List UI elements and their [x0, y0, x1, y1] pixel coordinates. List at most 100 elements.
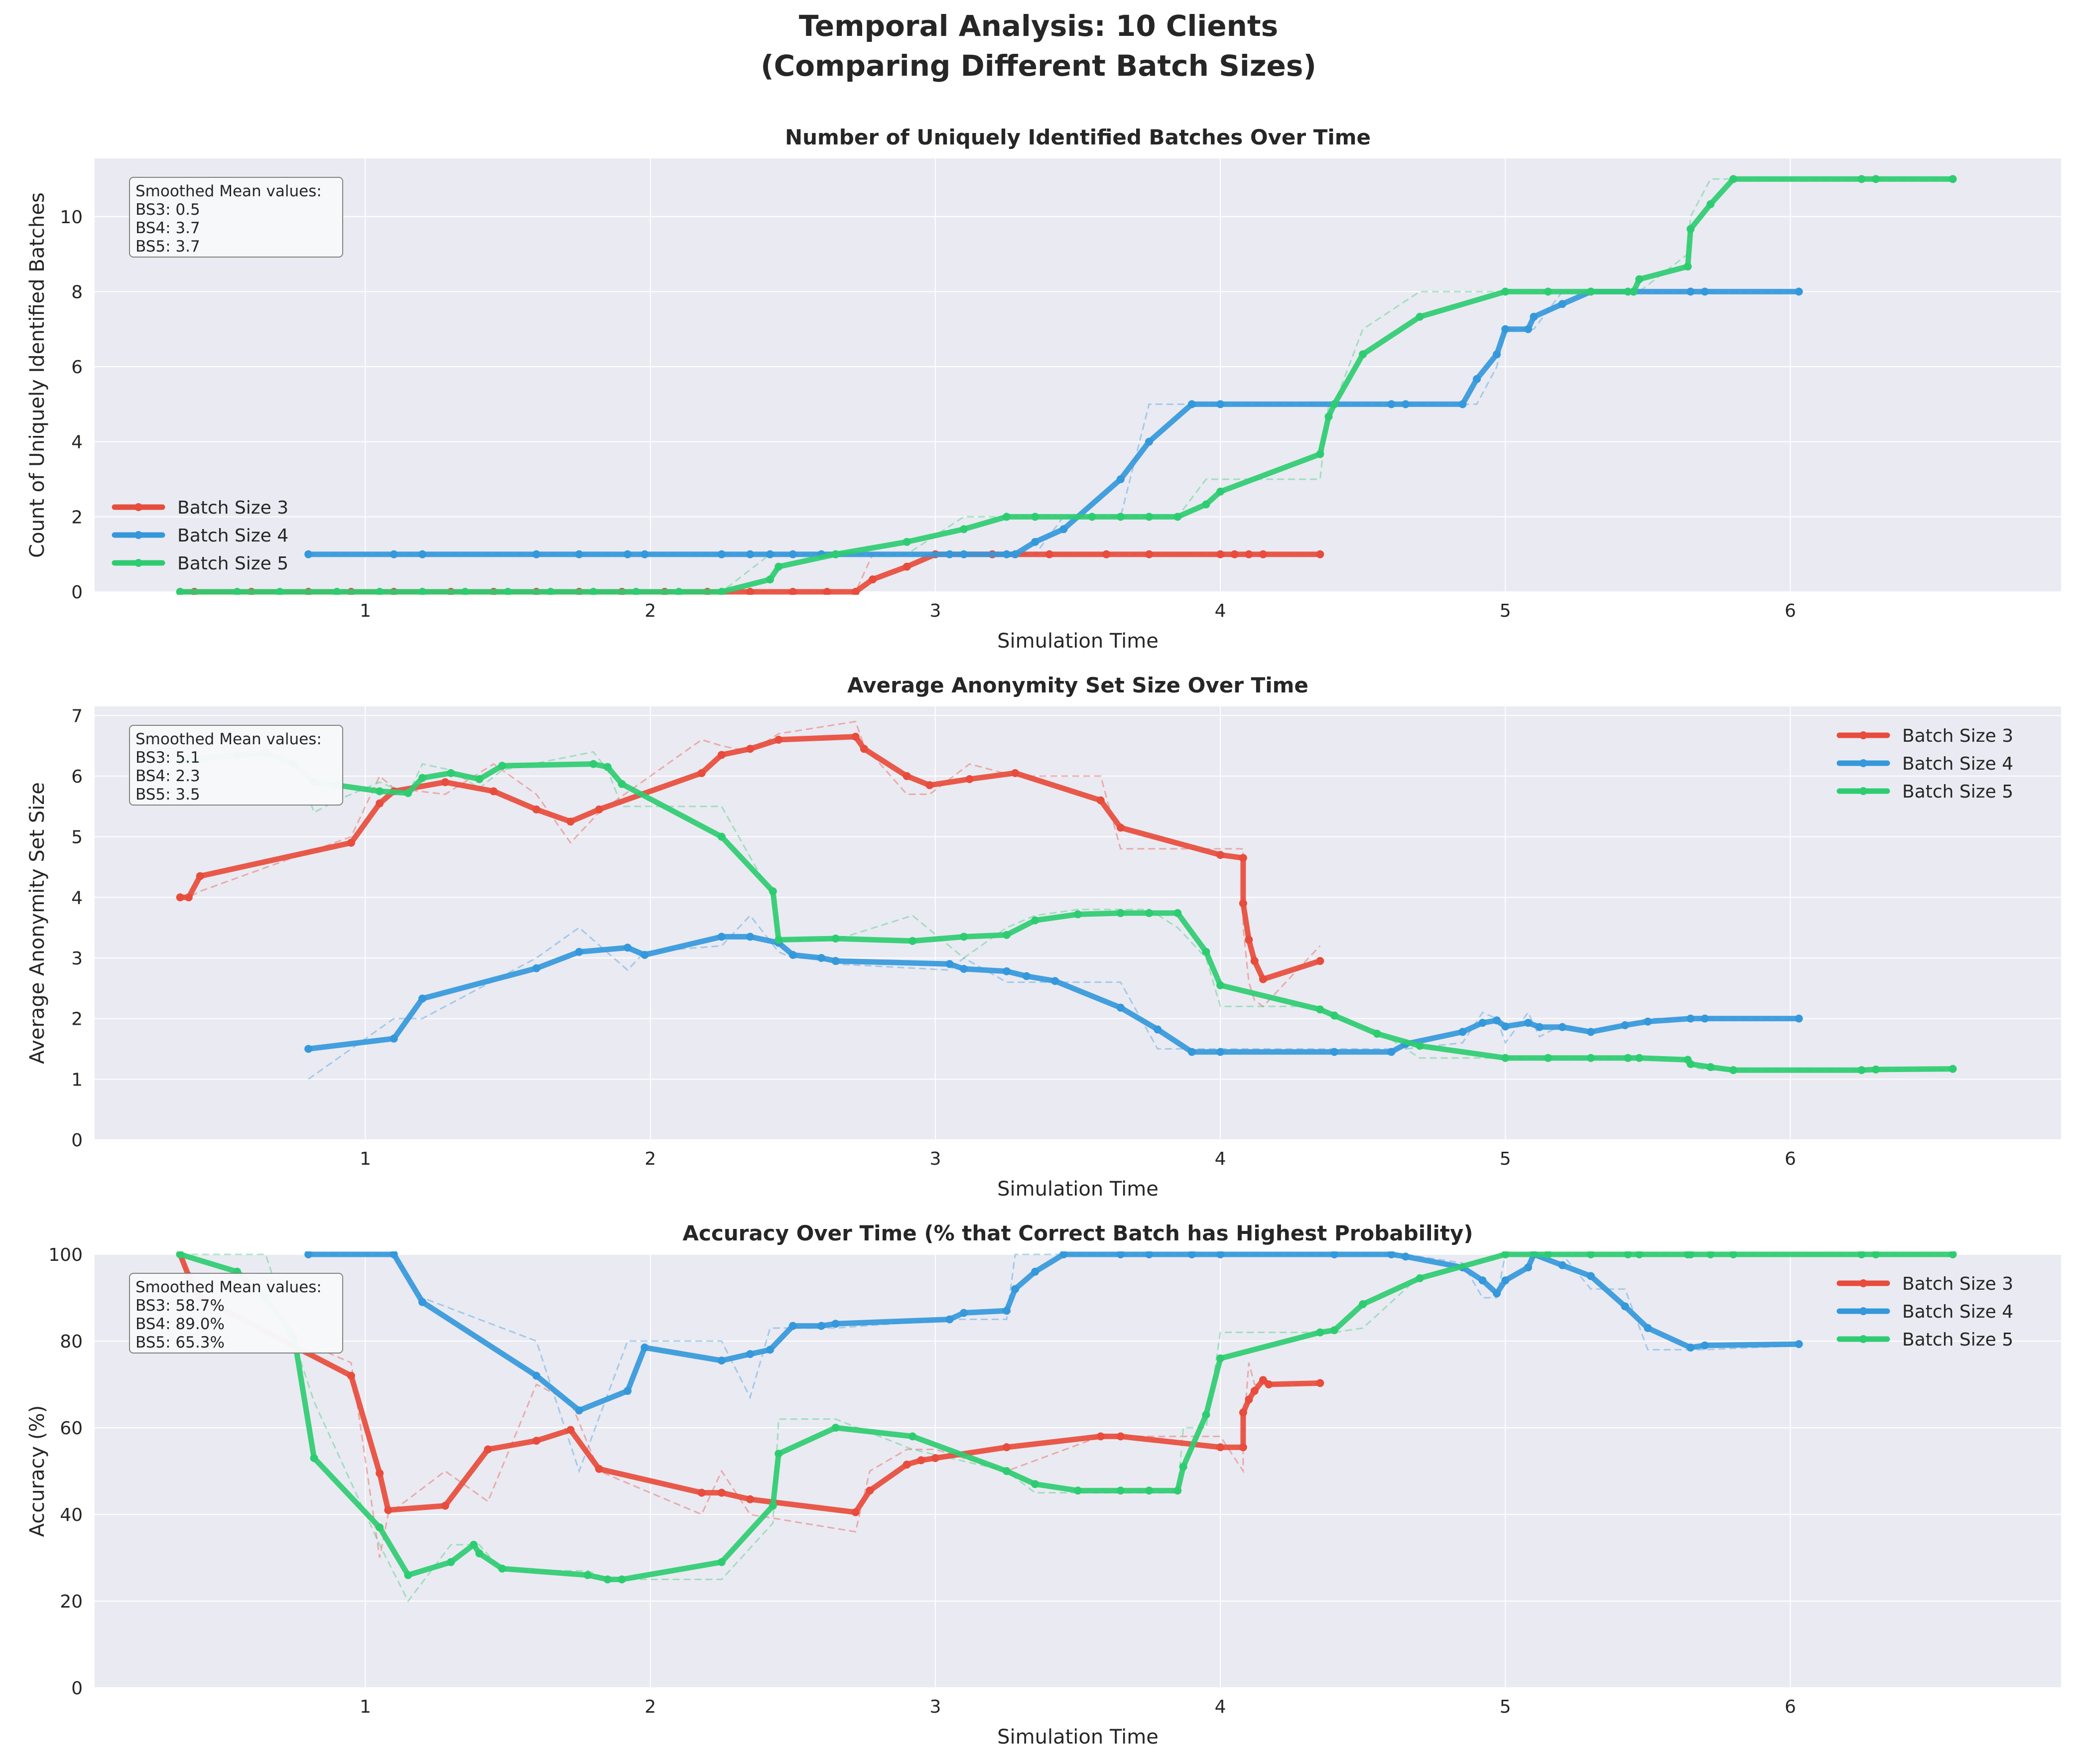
data-point — [1002, 1443, 1011, 1452]
data-point — [1624, 1054, 1632, 1062]
data-point — [589, 588, 598, 595]
data-point — [1387, 1251, 1396, 1258]
data-point — [1558, 1261, 1566, 1269]
data-point — [1116, 1487, 1125, 1495]
stats-box — [129, 1273, 343, 1354]
data-point — [866, 1487, 874, 1495]
legend-marker — [1859, 1307, 1867, 1315]
data-point — [1473, 375, 1481, 383]
data-point — [1493, 1289, 1501, 1298]
data-point — [1245, 1395, 1253, 1404]
data-point — [925, 781, 934, 790]
data-point — [1216, 550, 1225, 558]
data-point — [1324, 412, 1333, 421]
y-tick-label: 4 — [71, 888, 83, 908]
data-point — [1154, 1025, 1162, 1034]
y-axis-label: Count of Uniquely Identified Batches — [26, 192, 49, 558]
data-point — [1687, 1060, 1695, 1068]
data-point — [1216, 1354, 1225, 1362]
data-point — [184, 893, 193, 902]
data-point — [1187, 400, 1196, 408]
data-point — [1116, 1003, 1125, 1012]
data-point — [717, 832, 726, 841]
data-point — [376, 799, 384, 808]
x-tick-label: 4 — [1215, 1697, 1226, 1717]
axes-title: Average Anonymity Set Size Over Time — [847, 673, 1308, 697]
stats-box-line: Smoothed Mean values: — [135, 730, 322, 748]
data-point — [532, 964, 540, 972]
data-point — [1059, 525, 1068, 534]
data-point — [1002, 967, 1011, 975]
data-point — [1239, 1408, 1247, 1417]
panel-2: 1 2 3 4 5 6 0 1 2 3 4 5 6 7 Average Anonymity Set Size… — [26, 673, 2061, 1201]
data-point — [1173, 1487, 1182, 1495]
data-point — [746, 588, 754, 595]
data-point — [641, 550, 649, 558]
stats-box-line: BS4: 89.0% — [135, 1315, 225, 1333]
data-point — [1088, 513, 1096, 521]
data-point — [1558, 300, 1566, 308]
axes-title: Accuracy Over Time (% that Correct Batch… — [682, 1221, 1473, 1245]
y-tick-label: 0 — [71, 1678, 83, 1699]
data-point — [717, 933, 726, 941]
data-point — [1116, 823, 1125, 832]
x-tick-label: 2 — [645, 1149, 656, 1169]
data-point — [903, 538, 911, 546]
data-point — [917, 1456, 925, 1465]
data-point — [1316, 957, 1324, 965]
data-point — [717, 1357, 726, 1365]
data-point — [1544, 1251, 1553, 1258]
data-point — [1501, 1251, 1510, 1258]
data-point — [945, 1315, 954, 1324]
data-point — [1031, 513, 1039, 521]
data-point — [603, 763, 612, 771]
data-point — [1857, 175, 1866, 183]
legend-marker — [1859, 731, 1867, 739]
data-point — [717, 1489, 726, 1497]
data-point — [1586, 1054, 1595, 1062]
y-tick-label: 60 — [60, 1418, 83, 1439]
data-point — [1359, 350, 1367, 359]
data-point — [1096, 1432, 1105, 1441]
data-point — [1493, 350, 1501, 359]
x-axis-label: Simulation Time — [997, 1178, 1159, 1201]
data-point — [1687, 1344, 1695, 1352]
data-point — [960, 550, 968, 558]
data-point — [960, 964, 968, 973]
x-tick-label: 5 — [1500, 601, 1511, 621]
data-point — [623, 550, 632, 558]
data-point — [532, 1437, 540, 1445]
data-point — [418, 588, 426, 595]
data-point — [788, 550, 797, 558]
data-point — [1096, 796, 1105, 805]
data-point — [418, 550, 426, 558]
data-point — [1074, 1487, 1082, 1495]
data-point — [1245, 936, 1253, 944]
data-point — [1316, 450, 1324, 458]
x-tick-label: 6 — [1785, 1149, 1796, 1169]
data-point — [766, 575, 775, 584]
legend-marker — [1859, 787, 1867, 795]
data-point — [1216, 851, 1225, 859]
data-point — [1316, 1005, 1324, 1014]
data-point — [860, 745, 868, 753]
y-tick-label: 1 — [71, 1070, 83, 1090]
x-tick-label: 1 — [360, 601, 371, 621]
data-point — [575, 948, 583, 956]
stats-box — [129, 725, 343, 806]
data-point — [589, 760, 598, 768]
data-point — [1729, 175, 1737, 183]
data-point — [1629, 287, 1638, 296]
data-point — [746, 745, 754, 753]
data-point — [1729, 1251, 1737, 1258]
data-point — [869, 575, 877, 584]
data-point — [1501, 287, 1510, 296]
data-point — [1116, 1432, 1125, 1441]
y-tick-label: 3 — [71, 949, 83, 969]
x-tick-label: 1 — [360, 1149, 371, 1169]
data-point — [389, 1034, 398, 1043]
data-point — [1145, 909, 1154, 917]
data-point — [1031, 1267, 1039, 1276]
data-point — [566, 1426, 575, 1434]
